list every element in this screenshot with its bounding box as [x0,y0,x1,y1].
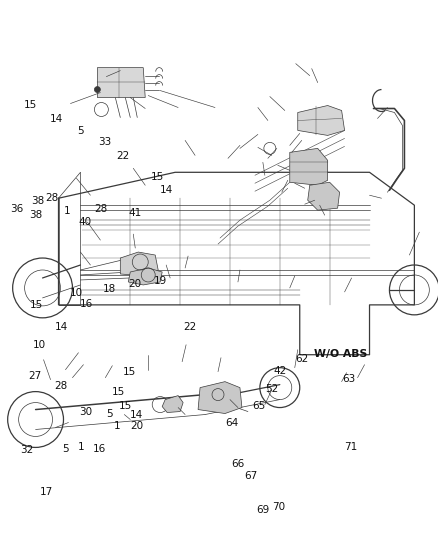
Text: 41: 41 [129,208,142,219]
Text: 14: 14 [54,322,67,332]
Text: 32: 32 [20,445,33,455]
Text: 14: 14 [159,185,172,195]
Text: W/O ABS: W/O ABS [313,349,366,359]
Text: 66: 66 [231,459,244,469]
Text: 22: 22 [183,322,196,332]
Text: 10: 10 [32,340,46,350]
Text: 17: 17 [40,487,53,497]
Text: 16: 16 [92,444,106,454]
Text: 14: 14 [130,410,143,420]
Text: 65: 65 [252,401,265,411]
Text: 67: 67 [244,471,257,481]
Text: 15: 15 [119,401,132,411]
Text: 15: 15 [112,387,125,397]
Text: 1: 1 [77,442,84,452]
Text: 30: 30 [79,407,92,417]
Text: 36: 36 [10,204,23,214]
Polygon shape [128,268,162,285]
Text: 10: 10 [69,287,82,297]
Text: 69: 69 [255,505,268,515]
Polygon shape [307,182,339,210]
Polygon shape [162,395,183,413]
Polygon shape [120,252,158,276]
Text: 15: 15 [150,172,164,182]
Text: 5: 5 [62,444,69,454]
Text: 42: 42 [272,366,286,376]
Text: 28: 28 [94,204,107,214]
Text: 15: 15 [24,100,37,110]
Text: 40: 40 [78,217,91,227]
Text: 38: 38 [31,196,44,206]
Text: 62: 62 [294,354,307,364]
Text: 22: 22 [117,151,130,161]
Text: 38: 38 [29,211,42,221]
Text: 15: 15 [30,300,43,310]
Polygon shape [198,382,241,414]
Polygon shape [297,106,344,135]
Text: 33: 33 [98,136,111,147]
Circle shape [94,86,100,93]
Text: 20: 20 [128,279,141,289]
Text: 1: 1 [64,206,71,216]
Text: 28: 28 [45,193,58,204]
Text: 18: 18 [102,284,116,294]
Text: 15: 15 [123,367,136,377]
Text: 14: 14 [49,114,63,124]
Text: 28: 28 [54,381,67,391]
Text: 16: 16 [80,298,93,309]
Text: 1: 1 [113,421,120,431]
Text: 5: 5 [77,126,84,136]
Text: 20: 20 [130,421,143,431]
Text: 52: 52 [265,384,278,394]
Text: 5: 5 [106,409,112,419]
Text: 64: 64 [225,418,238,428]
Text: 70: 70 [272,502,285,512]
Text: 71: 71 [343,442,357,452]
Polygon shape [97,68,145,98]
Polygon shape [289,148,327,185]
Text: 27: 27 [28,371,41,381]
Text: 19: 19 [153,277,167,286]
Text: 63: 63 [342,374,355,384]
